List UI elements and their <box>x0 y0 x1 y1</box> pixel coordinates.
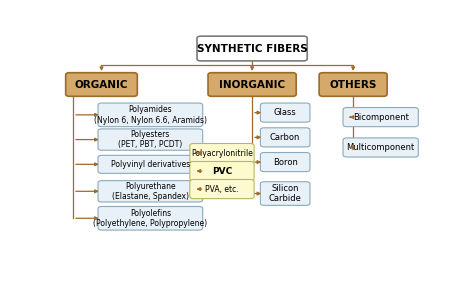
FancyBboxPatch shape <box>260 182 310 205</box>
FancyBboxPatch shape <box>190 161 254 181</box>
FancyBboxPatch shape <box>260 152 310 172</box>
FancyBboxPatch shape <box>208 73 296 96</box>
Text: Polyesters
(PET, PBT, PCDT): Polyesters (PET, PBT, PCDT) <box>118 130 182 149</box>
FancyBboxPatch shape <box>98 155 203 173</box>
FancyBboxPatch shape <box>98 103 203 127</box>
FancyBboxPatch shape <box>319 73 387 96</box>
Text: Polyamides
(Nylon 6, Nylon 6.6, Aramids): Polyamides (Nylon 6, Nylon 6.6, Aramids) <box>94 105 207 125</box>
FancyBboxPatch shape <box>190 180 254 199</box>
Text: Polyvinyl derivatives: Polyvinyl derivatives <box>111 160 190 169</box>
FancyBboxPatch shape <box>98 181 203 202</box>
FancyBboxPatch shape <box>260 128 310 147</box>
FancyBboxPatch shape <box>190 144 254 163</box>
FancyBboxPatch shape <box>98 129 203 150</box>
FancyBboxPatch shape <box>66 73 137 96</box>
Text: Glass: Glass <box>274 108 297 117</box>
Text: Polyolefins
(Polyethylene, Polypropylene): Polyolefins (Polyethylene, Polypropylene… <box>93 208 208 228</box>
Text: Polyurethane
(Elastane, Spandex): Polyurethane (Elastane, Spandex) <box>112 182 189 201</box>
Text: ORGANIC: ORGANIC <box>75 79 128 90</box>
Text: Multicomponent: Multicomponent <box>346 143 415 152</box>
Text: PVA, etc.: PVA, etc. <box>205 185 239 194</box>
Text: INORGANIC: INORGANIC <box>219 79 285 90</box>
FancyBboxPatch shape <box>343 138 419 157</box>
FancyBboxPatch shape <box>343 107 419 127</box>
Text: PVC: PVC <box>212 166 232 175</box>
Text: SYNTHETIC FIBERS: SYNTHETIC FIBERS <box>197 44 308 53</box>
Text: Bicomponent: Bicomponent <box>353 113 409 121</box>
FancyBboxPatch shape <box>197 36 307 61</box>
Text: Boron: Boron <box>273 158 298 166</box>
Text: Carbon: Carbon <box>270 133 301 142</box>
FancyBboxPatch shape <box>98 206 203 230</box>
FancyBboxPatch shape <box>260 103 310 122</box>
Text: Silicon
Carbide: Silicon Carbide <box>269 184 301 203</box>
Text: Polyacrylonitrile: Polyacrylonitrile <box>191 149 253 158</box>
Text: OTHERS: OTHERS <box>329 79 377 90</box>
